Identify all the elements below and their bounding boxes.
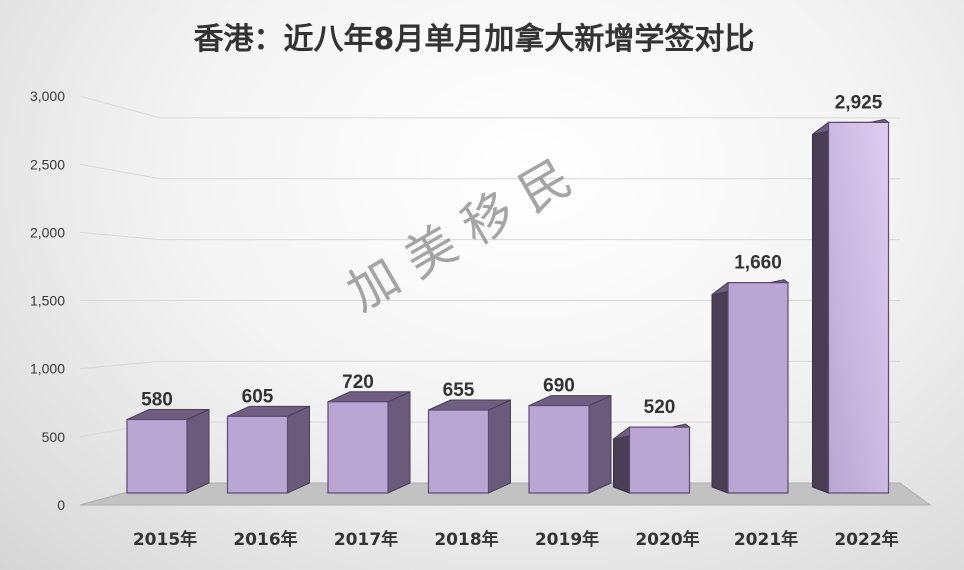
bar-side [588, 394, 612, 494]
data-label: 1,660 [734, 253, 782, 274]
watermark: 加 美 移 民 [338, 148, 582, 322]
bar-front [327, 401, 389, 494]
data-label: 720 [342, 372, 374, 393]
bar [126, 408, 210, 494]
bar-front [827, 121, 890, 494]
bar-side [812, 121, 829, 494]
data-labels: 580 605 720 655 690 520 1,660 2,925 [141, 92, 883, 418]
data-label: 2,925 [835, 92, 883, 113]
bar-front [628, 426, 691, 494]
x-tick-label: 2015年 [133, 529, 197, 550]
data-label: 655 [443, 380, 475, 401]
bar [427, 399, 511, 494]
y-tick-label: 0 [57, 497, 65, 513]
bars [126, 118, 890, 494]
data-label: 580 [141, 390, 173, 411]
y-tick-label: 500 [42, 429, 66, 445]
y-tick-label: 2,500 [30, 156, 65, 172]
bar [711, 279, 790, 494]
chart-floor [79, 482, 932, 506]
chart-title: 香港：近八年8月单月加拿大新增学签对比 [194, 22, 755, 57]
bar-side [711, 281, 729, 494]
bar [528, 394, 612, 494]
bar-front [126, 418, 188, 494]
floor-plane [79, 482, 932, 506]
y-tick-label: 1,500 [30, 293, 65, 309]
x-tick-label: 2020年 [635, 529, 699, 550]
x-tick-label: 2016年 [233, 529, 297, 550]
bar-side [387, 390, 411, 494]
data-label: 605 [242, 386, 274, 407]
y-axis: 0 500 1,000 1,500 2,000 2,500 3,000 [30, 88, 65, 513]
x-tick-label: 2019年 [535, 529, 599, 550]
gridline-stub [79, 95, 161, 119]
y-tick-label: 2,000 [30, 224, 65, 240]
x-tick-label: 2021年 [734, 529, 798, 550]
data-label: 690 [543, 376, 575, 397]
bar-side [287, 405, 310, 494]
bar-side [488, 399, 511, 494]
gridline-stub [79, 163, 161, 180]
bar-front [727, 282, 789, 494]
bar-front [226, 415, 289, 494]
data-label: 520 [644, 397, 676, 418]
bar [226, 405, 310, 494]
x-axis: 2015年 2016年 2017年 2018年 2019年 2020年 2021年 2022年 [133, 529, 899, 550]
bar-side [186, 408, 210, 494]
x-tick-label: 2017年 [334, 529, 398, 550]
bar [812, 118, 890, 494]
y-tick-label: 3,000 [30, 88, 65, 104]
gridline-stub [79, 231, 161, 241]
x-tick-label: 2022年 [834, 529, 898, 550]
x-tick-label: 2018年 [434, 529, 498, 550]
y-tick-label: 1,000 [30, 361, 65, 377]
bar-front [427, 409, 490, 494]
bar [613, 423, 691, 494]
gridline-stub [79, 360, 161, 370]
bar-front [528, 404, 590, 494]
bar [327, 390, 411, 494]
